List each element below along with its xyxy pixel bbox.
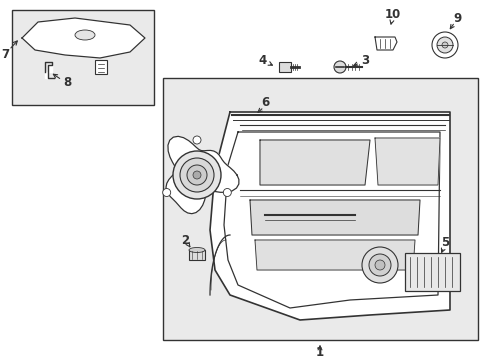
Polygon shape [374,138,439,185]
Circle shape [374,260,384,270]
Circle shape [436,37,452,53]
Circle shape [223,189,231,197]
Circle shape [163,189,170,197]
Polygon shape [260,140,369,185]
Circle shape [441,42,447,48]
Text: 10: 10 [384,9,400,22]
Text: 2: 2 [181,234,189,247]
Polygon shape [22,18,145,58]
Polygon shape [374,37,396,50]
Polygon shape [249,200,419,235]
Circle shape [333,61,346,73]
Polygon shape [209,112,449,320]
Text: 8: 8 [63,76,71,89]
Circle shape [180,158,214,192]
Text: 9: 9 [453,12,461,24]
Circle shape [193,171,201,179]
Circle shape [431,32,457,58]
Text: 7: 7 [1,49,9,62]
Text: 6: 6 [260,95,268,108]
Polygon shape [45,65,52,78]
Bar [189,250,204,260]
Text: 3: 3 [360,54,368,67]
Ellipse shape [189,248,204,252]
Bar [163,78,477,340]
Circle shape [193,136,201,144]
Text: 1: 1 [315,346,324,360]
Text: 4: 4 [258,54,266,67]
Bar [12,10,154,105]
Circle shape [186,165,206,185]
Polygon shape [254,240,414,270]
Circle shape [173,151,221,199]
Bar [279,62,290,72]
Bar [404,253,459,291]
Text: 5: 5 [440,237,448,249]
Circle shape [361,247,397,283]
Circle shape [368,254,390,276]
Polygon shape [165,136,239,214]
Bar [95,60,107,74]
Ellipse shape [75,30,95,40]
